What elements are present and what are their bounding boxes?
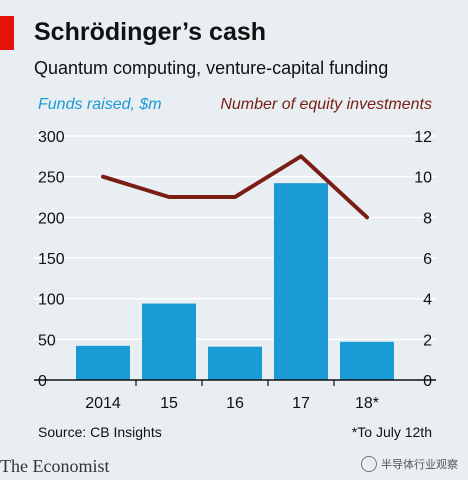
wechat-icon: [361, 456, 377, 472]
y-left-tick-label: 250: [38, 170, 65, 187]
y-left-tick-label: 300: [38, 129, 65, 146]
y-right-tick-label: 0: [423, 373, 432, 390]
y-left-tick-label: 100: [38, 292, 65, 309]
y-left-tick-label: 200: [38, 210, 65, 227]
accent-tag: [0, 16, 14, 50]
bar: [76, 345, 130, 380]
bar: [340, 341, 394, 380]
y-right-tick-label: 6: [423, 251, 432, 268]
x-tick-label: 17: [292, 395, 310, 412]
y-left-tick-label: 0: [38, 373, 47, 390]
x-tick-label: 2014: [85, 395, 121, 412]
y-right-tick-label: 4: [423, 292, 432, 309]
y-right-tick-label: 12: [414, 129, 432, 146]
y-right-tick-label: 10: [414, 170, 432, 187]
economist-logo: The Economist: [0, 456, 110, 476]
bar: [208, 346, 262, 380]
watermark-text: 半导体行业观察: [381, 459, 458, 471]
x-tick-label: 18*: [355, 395, 379, 412]
investments-line: [101, 154, 369, 220]
y-left-tick-label: 150: [38, 251, 65, 268]
source-note: Source: CB Insights: [38, 424, 162, 440]
bar: [142, 303, 196, 380]
bar: [274, 183, 328, 380]
watermark: 半导体行业观察: [361, 456, 458, 472]
y-right-tick-label: 2: [423, 332, 432, 349]
legend-funds: Funds raised, $m: [38, 96, 162, 113]
chart-title: Schrödinger’s cash: [34, 18, 267, 46]
y-right-tick-label: 8: [423, 210, 432, 227]
chart-subtitle: Quantum computing, venture-capital fundi…: [34, 58, 389, 78]
footnote: *To July 12th: [351, 424, 432, 440]
legend-investments: Number of equity investments: [220, 96, 432, 113]
x-tick-label: 16: [226, 395, 244, 412]
x-tick-label: 15: [160, 395, 178, 412]
y-left-tick-label: 50: [38, 332, 56, 349]
